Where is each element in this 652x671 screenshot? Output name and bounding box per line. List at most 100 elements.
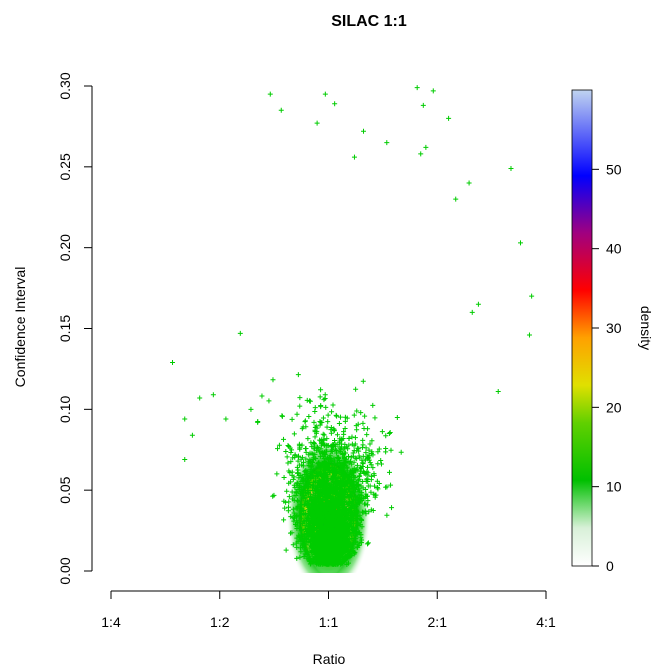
- data-point: [342, 425, 348, 431]
- data-point: [289, 416, 295, 422]
- data-point: [259, 393, 265, 399]
- data-point: [288, 530, 294, 536]
- data-point: [332, 515, 338, 521]
- colorbar-tick-label: 0: [606, 558, 614, 574]
- data-point: [364, 476, 370, 482]
- data-point: [340, 464, 346, 470]
- data-point: [281, 498, 287, 504]
- data-point: [296, 441, 302, 447]
- data-point: [418, 151, 424, 157]
- data-point: [308, 558, 314, 564]
- data-point: [322, 509, 328, 515]
- data-point: [313, 456, 319, 462]
- colorbar-tick-label: 40: [606, 241, 622, 257]
- data-point: [312, 555, 318, 561]
- data-point: [335, 524, 341, 530]
- data-point: [302, 419, 308, 425]
- data-point: [329, 409, 335, 415]
- data-point: [343, 556, 349, 562]
- data-point: [361, 128, 367, 134]
- data-point: [237, 330, 243, 336]
- data-point: [346, 442, 352, 448]
- data-point: [349, 535, 355, 541]
- data-point: [281, 475, 287, 481]
- data-point: [347, 489, 353, 495]
- data-point: [320, 415, 326, 421]
- data-point: [365, 479, 371, 485]
- data-point: [335, 474, 341, 480]
- y-axis: 0.00 0.05 0.10 0.15 0.20 0.25 0.30: [57, 72, 93, 585]
- data-point: [275, 446, 281, 452]
- data-point: [368, 489, 374, 495]
- data-point: [303, 470, 309, 476]
- data-point: [336, 549, 342, 555]
- data-point: [367, 441, 373, 447]
- data-point: [321, 437, 327, 443]
- data-point: [318, 387, 324, 393]
- data-point: [311, 439, 317, 445]
- data-point: [349, 545, 355, 551]
- data-point: [475, 301, 481, 307]
- data-point: [337, 438, 343, 444]
- data-point: [355, 509, 361, 515]
- data-point: [295, 499, 301, 505]
- data-point: [375, 486, 381, 492]
- data-point: [313, 423, 319, 429]
- data-point: [303, 514, 309, 520]
- data-point: [311, 419, 317, 425]
- data-point: [343, 515, 349, 521]
- data-point: [330, 503, 336, 509]
- data-point: [325, 412, 331, 418]
- data-point: [325, 514, 331, 520]
- data-point: [338, 544, 344, 550]
- data-point: [372, 483, 378, 489]
- data-point: [353, 516, 359, 522]
- data-point: [301, 476, 307, 482]
- data-point: [342, 414, 348, 420]
- data-point: [355, 445, 361, 451]
- data-point: [338, 484, 344, 490]
- data-point: [285, 443, 291, 449]
- data-point: [314, 120, 320, 126]
- data-point: [290, 506, 296, 512]
- colorbar: 0 10 20 30 40 50 density: [571, 89, 652, 574]
- data-point: [307, 398, 313, 404]
- data-point: [311, 530, 317, 536]
- data-point: [299, 454, 305, 460]
- data-point: [323, 460, 329, 466]
- data-point: [341, 470, 347, 476]
- data-point: [343, 459, 349, 465]
- data-point: [297, 491, 303, 497]
- y-tick-label: 0.15: [57, 315, 73, 342]
- data-point: [294, 555, 300, 561]
- data-point: [285, 508, 291, 514]
- data-point: [285, 460, 291, 466]
- data-point: [363, 511, 369, 517]
- data-point: [354, 448, 360, 454]
- data-point: [374, 478, 380, 484]
- data-point: [466, 180, 472, 186]
- data-point: [315, 537, 321, 543]
- data-point: [318, 464, 324, 470]
- data-point: [335, 483, 341, 489]
- data-point: [358, 410, 364, 416]
- data-point: [248, 406, 254, 412]
- data-point: [322, 469, 328, 475]
- data-point: [384, 512, 390, 518]
- data-point: [323, 467, 329, 472]
- data-point: [315, 489, 321, 495]
- data-point: [354, 462, 360, 468]
- data-point: [311, 544, 317, 550]
- data-point: [372, 415, 378, 421]
- data-point: [303, 528, 309, 534]
- data-point: [309, 548, 315, 554]
- data-point: [339, 501, 345, 507]
- data-point: [361, 471, 367, 477]
- data-point: [297, 554, 303, 560]
- data-point: [331, 427, 337, 433]
- data-point: [304, 397, 310, 403]
- data-point: [276, 442, 282, 448]
- data-point: [350, 450, 356, 456]
- data-point: [340, 556, 346, 562]
- data-point: [330, 402, 336, 408]
